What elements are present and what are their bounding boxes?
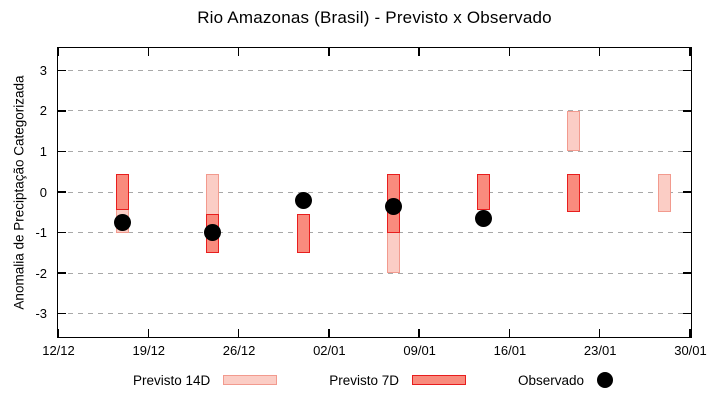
x-tick-label: 30/01 <box>674 343 707 358</box>
y-tick-left <box>58 69 66 72</box>
y-tick-left <box>58 312 66 315</box>
y-tick-left <box>58 272 66 274</box>
x-tick-label: 23/01 <box>583 343 617 358</box>
previsto-7d-bar <box>477 173 491 211</box>
x-tick-top <box>328 48 330 56</box>
legend-item-previsto-7d: Previsto 7D <box>329 372 467 388</box>
observado-dot-icon <box>597 372 614 388</box>
grid-line <box>58 110 691 112</box>
legend-item-previsto-14d: Previsto 14D <box>132 372 278 388</box>
x-tick-top <box>237 48 240 56</box>
x-tick-bottom <box>598 329 601 337</box>
x-tick-label: 26/12 <box>222 343 256 358</box>
previsto-14d-swatch-icon <box>223 375 278 385</box>
x-tick-label: 02/01 <box>313 343 346 358</box>
x-tick-bottom <box>508 329 511 337</box>
x-tick-top <box>689 48 691 56</box>
y-tick-left <box>58 231 66 234</box>
x-tick-top <box>598 48 601 56</box>
previsto-7d-bar <box>296 214 310 253</box>
x-tick-top <box>508 48 511 56</box>
y-tick-right <box>683 231 691 234</box>
y-tick-right <box>683 69 691 72</box>
legend-label-previsto-7d: Previsto 7D <box>329 372 400 388</box>
x-tick-bottom <box>689 329 691 337</box>
y-tick-right <box>683 312 691 315</box>
observado-point <box>384 197 402 215</box>
legend: Previsto 14D Previsto 7D Observado <box>54 372 692 388</box>
y-tick-label: -3 <box>35 306 47 322</box>
plot-area <box>57 47 692 338</box>
y-tick-label: -2 <box>35 265 47 281</box>
x-tick-label: 12/12 <box>42 343 75 358</box>
observado-point <box>475 209 493 227</box>
previsto-7d-bar <box>567 173 581 213</box>
x-tick-top <box>418 48 420 56</box>
grid-line <box>58 150 691 152</box>
y-tick-right <box>683 272 691 274</box>
y-tick-right <box>683 110 691 112</box>
x-tick-bottom <box>418 329 420 337</box>
previsto-14d-bar <box>567 110 581 152</box>
y-tick-label: 2 <box>39 103 47 119</box>
grid-line <box>58 272 691 274</box>
x-tick-bottom <box>237 329 240 337</box>
x-tick-label: 19/12 <box>132 343 166 358</box>
chart-title: Rio Amazonas (Brasil) - Previsto x Obser… <box>197 8 552 27</box>
previsto-7d-swatch-icon <box>412 375 467 385</box>
grid-line <box>58 69 691 71</box>
y-tick-left <box>58 150 66 153</box>
legend-label-observado: Observado <box>518 372 585 388</box>
y-tick-left <box>58 191 66 193</box>
x-tick-bottom <box>328 329 330 337</box>
y-tick-label: 3 <box>39 62 47 78</box>
y-tick-right <box>683 150 691 153</box>
previsto-7d-bar <box>115 173 129 211</box>
grid-line <box>58 313 691 315</box>
x-tick-top <box>147 48 150 56</box>
y-tick-label: -1 <box>35 225 47 241</box>
previsto-14d-bar <box>657 173 671 213</box>
observado-point <box>204 224 222 242</box>
legend-item-observado: Observado <box>518 372 614 388</box>
observado-point <box>294 191 312 209</box>
grid-line <box>58 191 691 193</box>
y-tick-label: 0 <box>39 184 47 200</box>
y-tick-label: 1 <box>39 143 47 159</box>
legend-label-previsto-14d: Previsto 14D <box>132 372 211 388</box>
y-tick-left <box>58 110 66 112</box>
x-tick-bottom <box>147 329 150 337</box>
grid-line <box>58 232 691 234</box>
x-tick-label: 16/01 <box>493 343 527 358</box>
x-tick-top <box>57 48 59 56</box>
y-tick-right <box>683 191 691 193</box>
x-tick-bottom <box>57 329 59 337</box>
x-tick-label: 09/01 <box>403 343 436 358</box>
observado-point <box>113 213 131 231</box>
